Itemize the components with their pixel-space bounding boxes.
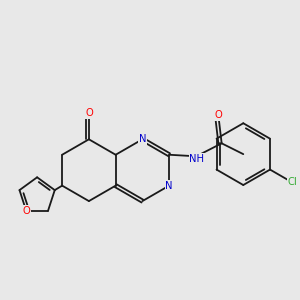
Text: O: O	[22, 206, 30, 216]
Text: N: N	[139, 134, 146, 144]
Text: O: O	[214, 110, 222, 120]
Text: O: O	[85, 108, 93, 118]
Text: NH: NH	[189, 154, 204, 164]
Text: N: N	[165, 181, 173, 190]
Text: Cl: Cl	[287, 177, 297, 187]
